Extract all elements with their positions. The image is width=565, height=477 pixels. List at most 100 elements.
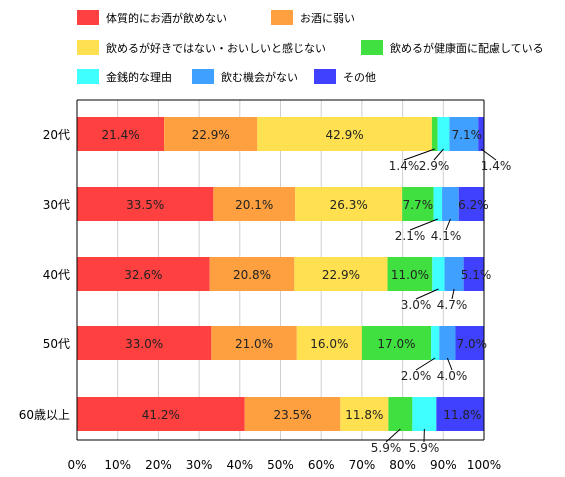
callout-line [445,218,451,231]
category-label: 40代 [43,268,70,282]
data-label: 2.0% [401,369,432,383]
bar-segment [437,117,450,151]
bar-segment [244,397,341,431]
data-label: 23.5% [273,408,311,422]
data-label: 20.1% [235,198,273,212]
bar-segment [296,326,362,360]
bar-segment [449,117,479,151]
legend-swatch [361,40,383,55]
data-label: 20.8% [233,268,271,282]
bar-segment [77,397,245,431]
bar-segment [77,257,210,291]
data-label: 5.9% [371,441,402,455]
bar-segment [463,257,485,291]
data-label: 11.8% [345,408,383,422]
bar-segment [444,257,464,291]
data-label: 33.0% [125,337,163,351]
callout-line [415,288,439,300]
data-label: 17.0% [377,337,415,351]
bar-segment [387,257,433,291]
data-label: 7.7% [403,198,434,212]
bar-segment [432,257,445,291]
data-label: 4.1% [431,229,462,243]
data-label: 22.9% [192,128,230,142]
callout-line [409,218,438,231]
data-label: 1.4% [481,159,512,173]
data-label: 4.0% [437,369,468,383]
data-label: 21.0% [235,337,273,351]
bar-segment [164,117,258,151]
bar-segment [458,187,484,221]
callout-line [385,428,401,443]
bar-segment [340,397,389,431]
x-tick-label: 70% [349,458,376,472]
data-label: 7.1% [452,128,483,142]
bar-segment [433,187,443,221]
legend-label: 金銭的な理由 [106,70,172,84]
data-label: 1.4% [389,159,420,173]
data-label: 11.8% [443,408,481,422]
data-label: 22.9% [322,268,360,282]
bar-segment [402,187,434,221]
legend-swatch [77,10,99,25]
x-tick-label: 30% [186,458,213,472]
data-label: 7.0% [457,337,488,351]
legend-swatch [314,69,336,84]
data-label: 33.5% [126,198,164,212]
category-label: 20代 [43,128,70,142]
category-label: 60歳以上 [19,408,70,422]
bar-segment [439,326,456,360]
bar-segment [294,257,388,291]
legend-swatch [271,10,293,25]
callout-line [415,357,436,371]
data-label: 41.2% [142,408,180,422]
bar-segment [77,187,214,221]
x-tick-label: 20% [145,458,172,472]
x-tick-label: 10% [104,458,131,472]
bar-segment [442,187,459,221]
data-label: 3.0% [401,298,432,312]
data-label: 5.9% [409,441,440,455]
bar-segment [412,397,437,431]
bar-segment [295,187,403,221]
bar-segment [436,397,485,431]
callout-line [433,148,444,161]
bar-segment [455,326,484,360]
legend-swatch [77,69,99,84]
bar-segment [77,326,212,360]
x-tick-label: 60% [308,458,335,472]
legend-label: 体質的にお酒が飲めない [106,11,227,25]
data-label: 32.6% [124,268,162,282]
data-label: 21.4% [101,128,139,142]
bar-segment [361,326,432,360]
legend-swatch [77,40,99,55]
x-tick-label: 90% [430,458,457,472]
callout-line [451,288,455,300]
bar-segment [431,326,440,360]
data-label: 11.0% [391,268,429,282]
x-tick-label: 50% [267,458,294,472]
x-tick-label: 40% [226,458,253,472]
bar-segment [478,117,484,151]
category-label: 30代 [43,198,70,212]
x-tick-label: 0% [67,458,86,472]
data-label: 2.9% [419,159,450,173]
data-label: 16.0% [310,337,348,351]
bar-segment [257,117,432,151]
legend-label: お酒に弱い [300,12,355,25]
legend-label: その他 [343,71,376,84]
bar-segment [431,117,438,151]
callout-line [446,357,453,371]
legend-label: 飲めるが好きではない・おいしいと感じない [106,41,326,55]
bar-segment [77,117,165,151]
data-label: 26.3% [330,198,368,212]
category-label: 50代 [43,337,70,351]
x-tick-label: 80% [389,458,416,472]
data-label: 6.2% [458,198,489,212]
bar-segment [209,257,295,291]
data-label: 5.1% [461,268,492,282]
x-tick-label: 100% [467,458,501,472]
legend-label: 飲む機会がない [221,70,298,84]
data-label: 4.7% [437,298,468,312]
